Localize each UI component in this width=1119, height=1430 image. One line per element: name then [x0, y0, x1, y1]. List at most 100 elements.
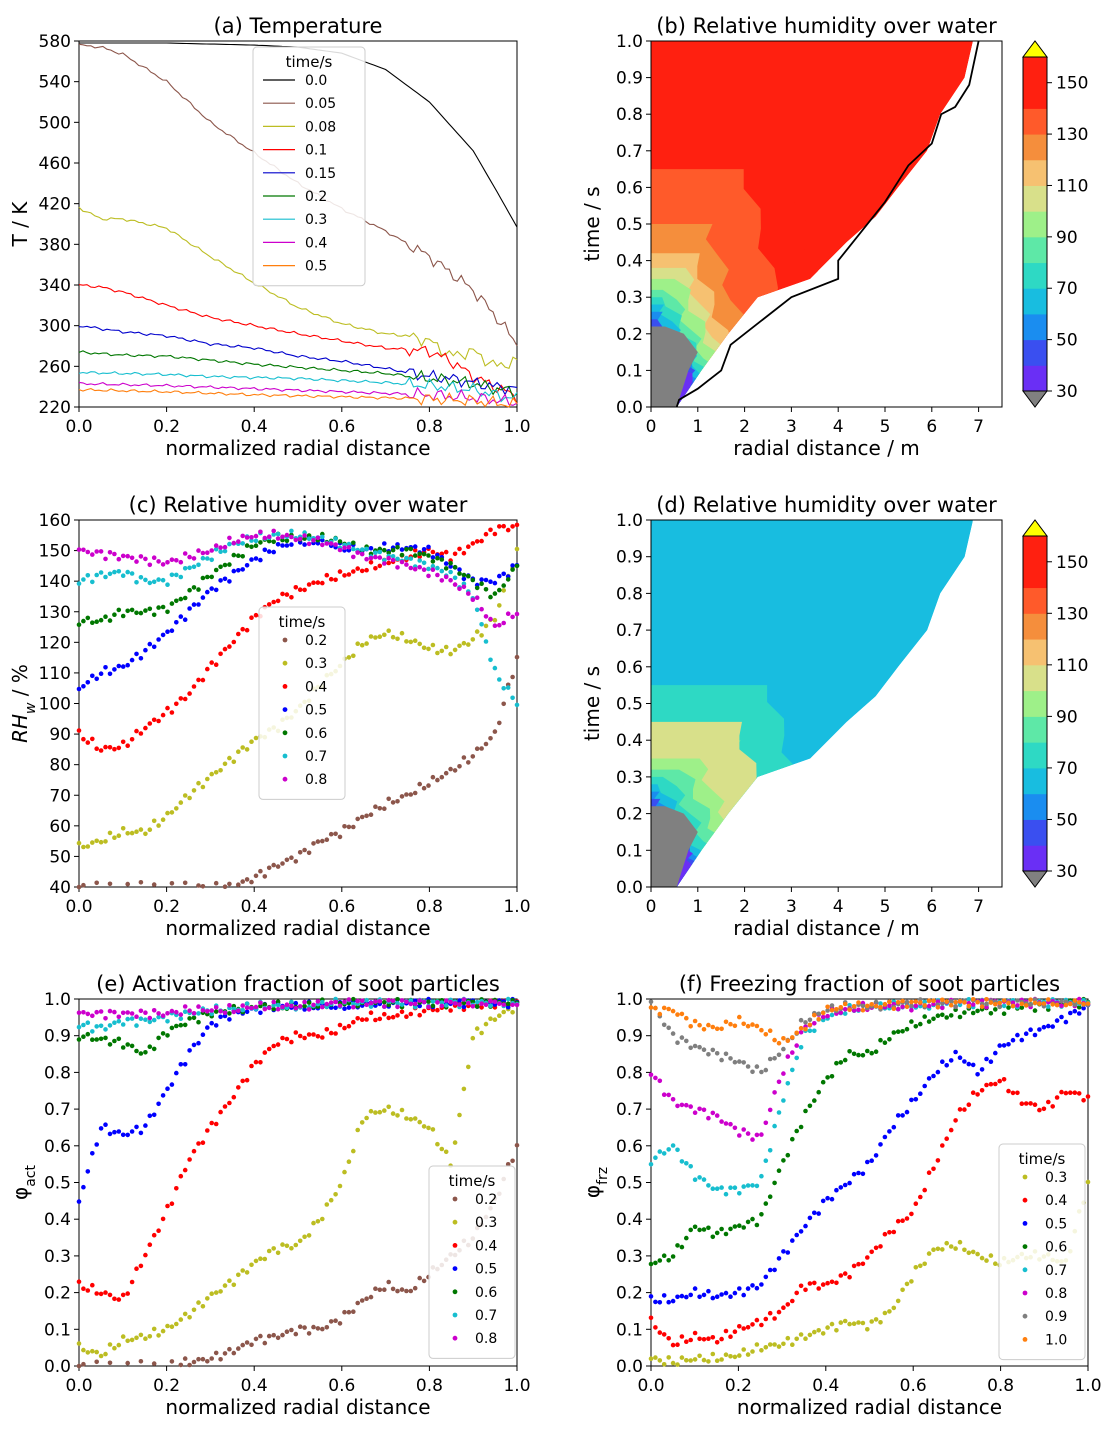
data-point	[728, 1354, 733, 1359]
data-point	[887, 1230, 892, 1235]
data-point	[258, 1000, 263, 1006]
data-point	[1054, 1095, 1060, 1100]
data-point	[328, 1000, 334, 1005]
data-point	[767, 1056, 773, 1062]
y-tick-label: 380	[39, 235, 71, 255]
data-point	[302, 1234, 307, 1240]
y-tick-label: 420	[39, 195, 71, 215]
data-point	[847, 1321, 852, 1327]
panel-title: (c) Relative humidity over water	[129, 493, 468, 517]
data-point	[443, 770, 449, 776]
data-point	[1032, 1000, 1038, 1006]
data-point	[98, 1126, 104, 1131]
data-point	[218, 564, 223, 570]
data-point	[488, 594, 493, 600]
data-point	[147, 1019, 153, 1025]
data-point	[957, 1107, 963, 1112]
data-point	[461, 997, 467, 1002]
data-point	[125, 662, 130, 668]
data-point	[940, 1143, 945, 1148]
data-point	[156, 605, 161, 610]
data-point	[461, 576, 467, 582]
data-point	[404, 639, 409, 644]
data-point	[147, 1113, 153, 1119]
data-point	[289, 534, 294, 540]
data-point	[120, 1132, 126, 1138]
data-point	[390, 1286, 396, 1292]
data-point	[1006, 1000, 1011, 1006]
data-point	[342, 824, 347, 829]
data-point	[750, 1022, 755, 1027]
data-point	[966, 1102, 972, 1107]
data-point	[209, 1120, 214, 1126]
data-point	[404, 1288, 409, 1294]
data-point	[794, 1030, 799, 1036]
data-point	[781, 1305, 786, 1310]
data-point	[399, 547, 405, 552]
data-point	[262, 1050, 268, 1055]
data-point	[213, 546, 219, 552]
data-point	[798, 1025, 804, 1031]
y-tick-label: 60	[49, 817, 71, 837]
data-point	[373, 554, 378, 560]
data-point	[284, 1005, 290, 1011]
data-point	[289, 855, 294, 860]
data-point	[1001, 1003, 1007, 1009]
data-point	[763, 1274, 769, 1280]
data-point	[174, 572, 179, 578]
data-point	[266, 1248, 272, 1254]
colorbar-tick-label: 50	[1056, 331, 1078, 351]
data-point	[156, 1228, 161, 1233]
data-point	[435, 555, 440, 561]
data-point	[328, 831, 334, 837]
data-point	[926, 1076, 932, 1081]
data-point	[692, 1224, 698, 1230]
data-point	[697, 1175, 702, 1180]
data-point	[328, 1319, 334, 1324]
data-point	[107, 1042, 113, 1047]
data-point	[417, 641, 423, 647]
data-point	[714, 1340, 720, 1345]
data-point	[904, 999, 910, 1005]
data-point	[368, 560, 374, 565]
colorbar-tick-label: 110	[1056, 656, 1088, 676]
data-point	[443, 566, 449, 571]
data-point	[510, 695, 515, 701]
legend-entry: 0.5	[475, 1262, 497, 1278]
colorbar-band	[1023, 845, 1047, 872]
data-point	[470, 637, 476, 642]
data-point	[174, 558, 179, 563]
data-point	[772, 1056, 777, 1061]
data-point	[373, 1017, 378, 1023]
data-point	[688, 1164, 693, 1169]
data-point	[213, 1009, 219, 1014]
data-point	[103, 574, 108, 580]
data-point	[395, 545, 400, 550]
data-point	[856, 1052, 861, 1058]
data-point	[306, 533, 312, 538]
series-line-0.15	[78, 325, 518, 396]
data-point	[218, 651, 223, 657]
y-tick-label: 0.1	[616, 841, 643, 861]
data-point	[417, 1275, 423, 1281]
data-point	[661, 1253, 667, 1258]
data-point	[116, 663, 122, 669]
data-point	[284, 1002, 290, 1007]
data-point	[143, 577, 148, 583]
data-point	[710, 1295, 716, 1301]
data-point	[408, 998, 414, 1003]
data-point	[1023, 1031, 1029, 1036]
data-point	[842, 1318, 848, 1324]
x-tick-label: 0.0	[65, 897, 92, 917]
data-point	[236, 568, 241, 573]
data-point	[280, 534, 285, 540]
data-point	[205, 574, 210, 580]
data-point	[258, 540, 263, 545]
data-point	[125, 1291, 130, 1296]
data-point	[271, 1043, 277, 1049]
data-point	[236, 539, 241, 544]
data-point	[776, 1110, 782, 1115]
data-point	[377, 1016, 383, 1022]
data-point	[306, 1032, 312, 1037]
